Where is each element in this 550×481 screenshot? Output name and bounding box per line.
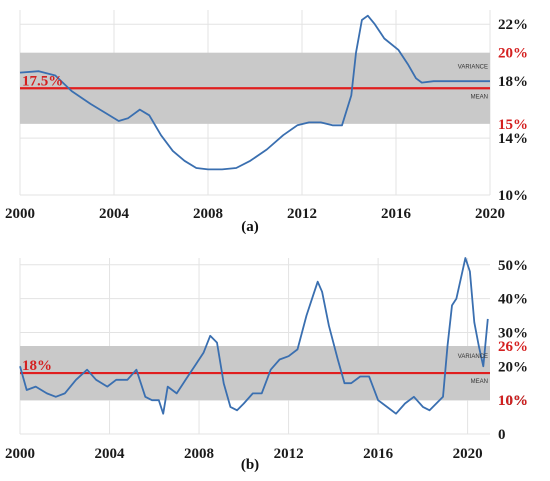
y-tick-label: 14% <box>498 131 528 147</box>
mean-value-label: 17.5% <box>22 73 63 89</box>
x-tick-label: 2020 <box>475 206 505 222</box>
y-tick-label: 50% <box>498 258 528 274</box>
x-tick-label: 2012 <box>274 446 304 462</box>
y-tick-label: 18% <box>498 74 528 90</box>
mean-tag: MEAN <box>471 94 488 100</box>
x-tick-label: 2004 <box>99 206 130 222</box>
variance-low-label: 15% <box>498 117 528 133</box>
variance-high-label: 26% <box>498 339 528 355</box>
y-tick-label: 22% <box>498 17 528 33</box>
panel-caption: (a) <box>241 219 259 235</box>
y-tick-label: 10% <box>498 188 528 204</box>
x-tick-label: 2000 <box>5 446 35 462</box>
x-tick-label: 2008 <box>184 446 214 462</box>
mean-value-label: 18% <box>22 358 52 374</box>
y-tick-label: 20% <box>498 359 528 375</box>
series-line-0 <box>19 14 490 171</box>
series-line-0 <box>19 257 489 415</box>
x-tick-label: 2012 <box>287 206 317 222</box>
panel-caption: (b) <box>241 457 259 473</box>
variance-tag: VARIANCE <box>458 65 488 71</box>
x-tick-label: 2000 <box>5 206 35 222</box>
y-tick-label: 30% <box>498 325 528 341</box>
variance-low-label: 10% <box>498 393 528 409</box>
y-tick-label: 40% <box>498 292 528 308</box>
y-tick-label: 0 <box>498 427 506 443</box>
x-tick-label: 2004 <box>95 446 126 462</box>
y-tick-label: 10% <box>498 393 528 409</box>
mean-tag: MEAN <box>471 379 488 385</box>
variance-tag: VARIANCE <box>458 354 488 360</box>
x-tick-label: 2020 <box>453 446 483 462</box>
panel-a: 2000 2004 2008 2012 2016 2020 22% 18% 14% 10% 20% 1… <box>5 10 528 235</box>
variance-high-label: 20% <box>498 46 528 62</box>
x-tick-label: 2016 <box>363 446 394 462</box>
panel-b: 2000 2004 2008 2012 2016 2020 50% 40% 30% 20% 10% 0… <box>5 257 528 473</box>
x-tick-label: 2008 <box>193 206 223 222</box>
x-tick-label: 2016 <box>381 206 412 222</box>
